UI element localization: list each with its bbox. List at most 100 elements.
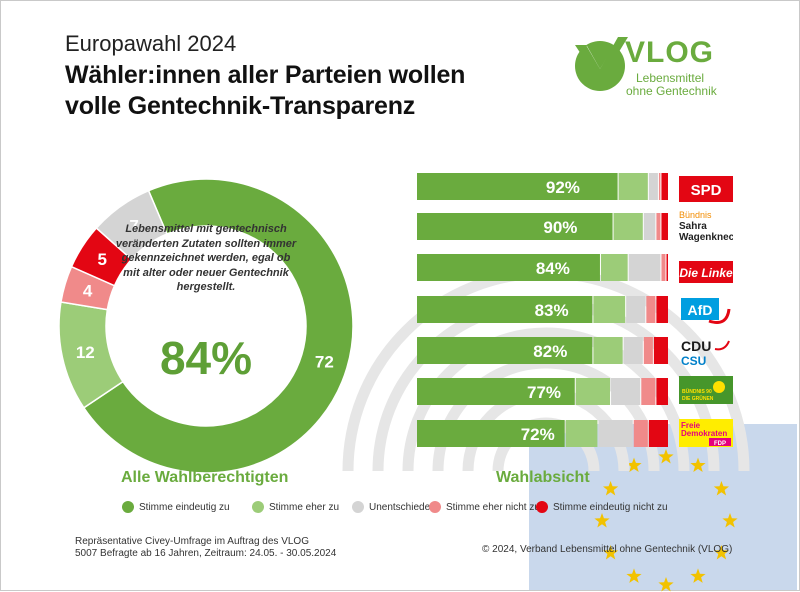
parliament-arc (402, 327, 690, 472)
bar-segment (626, 296, 646, 323)
cdu-logo-text: CDU (681, 338, 711, 354)
legend-item: Stimme eindeutig zu (122, 501, 230, 513)
bar-segment (417, 378, 575, 405)
bar-segment (661, 213, 668, 240)
bar-segment (666, 254, 668, 281)
eu-star (713, 545, 729, 560)
bar-segment (646, 296, 656, 323)
donut-slice-label: 7 (129, 217, 138, 236)
bar-segment (656, 213, 661, 240)
donut-center (107, 227, 305, 425)
eu-star (690, 457, 706, 472)
bar-segment (618, 173, 648, 200)
eu-star (722, 513, 738, 528)
csu-logo-text: CSU (681, 354, 706, 368)
eu-star (603, 481, 619, 496)
kicker-title: Europawahl 2024 (65, 31, 237, 56)
bar-value-label: 84% (536, 259, 570, 278)
bar-segment (593, 296, 626, 323)
bsw-logo-line-1: Bündnis (679, 210, 712, 220)
eu-flag-panel (529, 424, 797, 590)
bsw-logo: Bündnis Sahra Wagenknecht (679, 210, 733, 243)
bar-segment (575, 378, 611, 405)
bar-segment (656, 296, 668, 323)
afd-logo-text: AfD (688, 302, 713, 318)
legend-dot (536, 501, 548, 513)
bar-segment (653, 337, 668, 364)
legend-dot (122, 501, 134, 513)
bar-segment (641, 378, 656, 405)
source-note-line-2: 5007 Befragte ab 16 Jahren, Zeitraum: 24… (75, 548, 337, 559)
eu-star (594, 513, 610, 528)
fdp-logo-line-2: Demokraten (681, 429, 727, 438)
legend-item: Stimme eher nicht zu (429, 501, 540, 513)
donut-center-value: 84% (159, 332, 253, 384)
cdu-csu-logo: CDU CSU (681, 338, 730, 368)
eu-star (658, 577, 674, 592)
bar-segment (417, 337, 593, 364)
bar-segment (611, 378, 641, 405)
bar-segment (417, 173, 618, 200)
fdp-logo-line-1: Freie (681, 421, 701, 430)
bar-segment (417, 213, 613, 240)
bsw-logo-line-2: Sahra (679, 221, 707, 232)
eu-star (603, 545, 619, 560)
spd-logo-text: SPD (691, 182, 722, 199)
donut-slice-label: 5 (97, 250, 106, 269)
bar-segment (600, 254, 628, 281)
fdp-logo-line-3: FDP (714, 441, 726, 447)
bar-segment (643, 213, 656, 240)
bar-segment (661, 254, 666, 281)
bar-segment (613, 213, 643, 240)
source-note-line-1: Repräsentative Civey-Umfrage im Auftrag … (75, 536, 309, 547)
bar-segment (417, 254, 600, 281)
bsw-logo-line-3: Wagenknecht (679, 232, 733, 243)
legend-item: Stimme eher zu (252, 501, 339, 513)
bar-segment (628, 254, 661, 281)
headline-line-1: Wähler:innen aller Parteien wollen (65, 61, 466, 89)
vlog-logo-subline-2: ohne Gentechnik (626, 84, 717, 98)
donut-slice (95, 189, 168, 261)
donut-slice-label: 72 (315, 352, 334, 371)
eu-star (626, 457, 642, 472)
copyright-note: © 2024, Verband Lebensmittel ohne Gentec… (482, 544, 733, 555)
legend-dot (252, 501, 264, 513)
gruene-logo: BÜNDNIS 90 DIE GRÜNEN (679, 376, 733, 404)
gruene-logo-line-2: DIE GRÜNEN (682, 395, 714, 402)
eu-star (658, 449, 674, 464)
eu-star (713, 481, 729, 496)
legend-dot (352, 501, 364, 513)
spd-logo: SPD (679, 176, 733, 202)
v-checkmark-circle-icon (575, 37, 628, 91)
legend-label: Stimme eindeutig zu (139, 501, 230, 513)
bar-segment (623, 337, 643, 364)
donut-slice (82, 178, 354, 474)
bar-segment (658, 173, 661, 200)
legend-dot (429, 501, 441, 513)
vlog-logo-name: VLOG (625, 36, 715, 69)
bar-segment (656, 378, 668, 405)
legend-label: Unentschieden (369, 501, 436, 513)
eu-star (626, 568, 642, 583)
section-label-all-voters: Alle Wahlberechtigten (121, 469, 289, 486)
legend-item: Unentschieden (352, 501, 436, 513)
bar-value-label: 83% (535, 301, 569, 320)
donut-center-statement: Lebensmittel mit gentechnisch veränderte… (115, 223, 297, 293)
bar-segment (643, 337, 653, 364)
eu-stars (594, 449, 738, 592)
bar-segment (417, 420, 565, 447)
bar-segment (661, 173, 668, 200)
vlog-logo-subline-1: Lebensmittel (636, 71, 705, 85)
bar-segment (565, 420, 598, 447)
bar-segment (633, 420, 648, 447)
gruene-logo-line-1: BÜNDNIS 90 (682, 388, 712, 395)
bar-value-label: 72% (521, 425, 555, 444)
headline-line-2: volle Gentechnik-Transparenz (65, 92, 416, 120)
bar-segment (648, 420, 668, 447)
bar-segment (417, 296, 593, 323)
bar-segment (648, 173, 658, 200)
bar-value-label: 82% (533, 342, 567, 361)
